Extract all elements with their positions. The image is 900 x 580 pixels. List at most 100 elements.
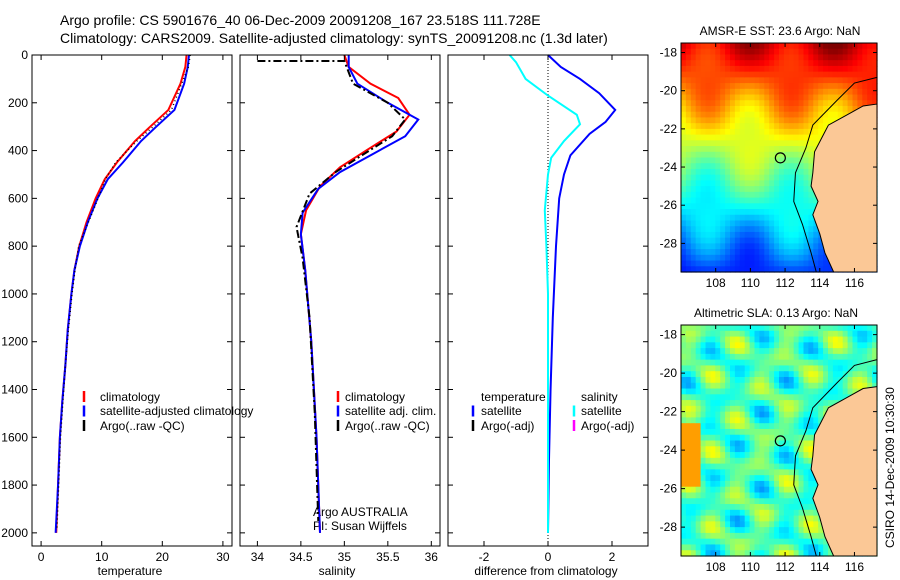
map-cell	[744, 214, 751, 222]
map-cell	[720, 105, 726, 113]
y-tick-label: -24	[660, 443, 678, 457]
map-cell	[754, 388, 760, 395]
map-cell	[695, 94, 702, 101]
map-cell	[808, 226, 814, 233]
map-cell	[705, 388, 711, 395]
map-cell	[764, 365, 770, 372]
map-cell	[872, 325, 878, 332]
map-cell	[862, 336, 868, 343]
map-cell	[710, 174, 716, 181]
map-cell	[769, 168, 775, 176]
map-cell	[754, 163, 760, 170]
map-cell	[774, 417, 780, 424]
map-cell	[720, 77, 726, 84]
map-cell	[720, 168, 726, 176]
map-cell	[744, 134, 751, 141]
map-cell	[685, 214, 692, 222]
map-cell	[734, 254, 741, 262]
map-cell	[808, 214, 814, 222]
map-cell	[788, 411, 795, 418]
map-cell	[730, 515, 736, 522]
map-cell	[832, 342, 839, 349]
map-cell	[857, 371, 863, 378]
map-cell	[744, 371, 751, 378]
map-cell	[837, 94, 844, 101]
map-cell	[788, 475, 795, 482]
x-tick-label: 108	[706, 560, 726, 574]
map-cell	[685, 123, 692, 130]
map-cell	[818, 394, 824, 401]
map-cell	[779, 353, 785, 361]
map-cell	[681, 382, 687, 390]
map-cell	[749, 83, 756, 90]
map-cell	[754, 180, 760, 187]
map-cell	[695, 521, 702, 528]
temp-xlabel: temperature	[98, 564, 163, 578]
map-cell	[808, 515, 814, 522]
map-cell	[725, 463, 731, 470]
map-cell	[681, 94, 687, 101]
map-cell	[808, 83, 814, 90]
map-cell	[808, 48, 814, 56]
map-cell	[764, 174, 770, 181]
map-cell	[681, 100, 687, 107]
map-cell	[705, 504, 711, 511]
map-cell	[779, 100, 785, 107]
map-cell	[730, 486, 736, 494]
map-cell	[783, 65, 790, 73]
map-cell	[730, 509, 736, 517]
map-cell	[705, 509, 711, 517]
map-cell	[783, 544, 790, 551]
map-cell	[725, 365, 731, 372]
map-cell	[685, 48, 692, 56]
map-cell	[730, 527, 736, 534]
map-cell	[803, 515, 809, 522]
map-cell	[872, 371, 878, 378]
map-cell	[788, 492, 795, 499]
map-cell	[793, 325, 800, 332]
map-cell	[739, 266, 746, 273]
map-cell	[710, 504, 716, 511]
map-cell	[720, 544, 726, 551]
map-cell	[759, 411, 765, 418]
map-cell	[734, 54, 741, 61]
map-cell	[690, 532, 697, 540]
map-cell	[803, 100, 809, 107]
map-cell	[720, 111, 726, 119]
map-cell	[695, 469, 702, 476]
map-cell	[779, 388, 785, 395]
map-cell	[779, 411, 785, 418]
map-cell	[818, 134, 824, 141]
map-cell	[685, 492, 692, 499]
map-cell	[734, 214, 741, 222]
map-cell	[739, 214, 746, 222]
map-cell	[695, 325, 702, 332]
map-cell	[862, 65, 868, 73]
map-cell	[847, 342, 854, 349]
map-cell	[764, 60, 770, 67]
map-cell	[793, 348, 800, 355]
map-cell	[700, 117, 707, 124]
map-cell	[818, 48, 824, 56]
map-cell	[749, 434, 756, 442]
map-cell	[837, 342, 844, 349]
map-cell	[818, 105, 824, 113]
map-cell	[705, 359, 711, 367]
map-cell	[730, 348, 736, 355]
map-cell	[685, 417, 692, 424]
map-cell	[705, 348, 711, 355]
map-cell	[788, 550, 795, 557]
map-cell	[715, 260, 721, 267]
map-cell	[744, 174, 751, 181]
map-cell	[764, 348, 770, 355]
map-cell	[769, 353, 775, 361]
map-cell	[803, 94, 809, 101]
map-cell	[739, 475, 746, 482]
map-cell	[779, 43, 785, 50]
map-cell	[700, 243, 707, 250]
map-cell	[725, 163, 731, 170]
map-cell	[813, 77, 819, 84]
map-cell	[813, 388, 819, 395]
map-cell	[764, 65, 770, 73]
map-cell	[764, 325, 770, 332]
